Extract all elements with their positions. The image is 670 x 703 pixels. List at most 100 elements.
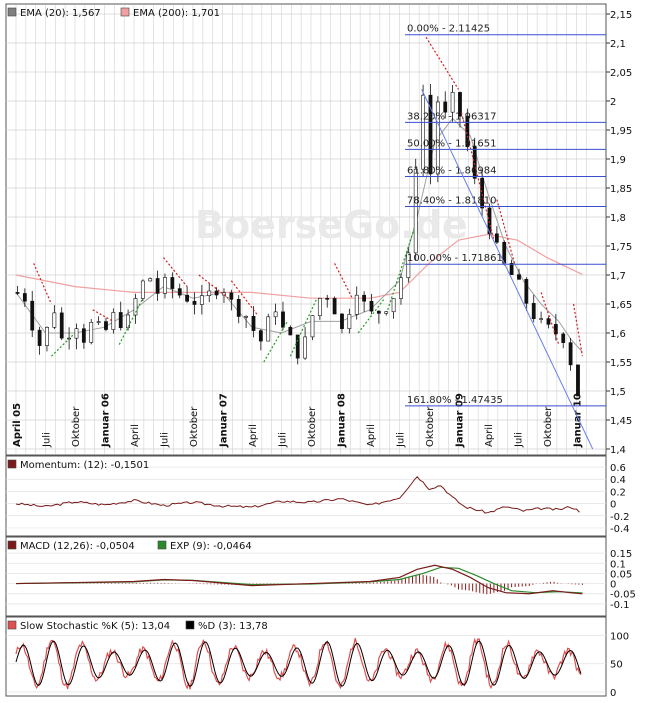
- candle-body: [568, 342, 573, 366]
- sar-dots: [334, 263, 353, 299]
- sto-ytick-label: 0: [610, 688, 616, 699]
- candle-body: [347, 314, 352, 329]
- candle-body: [177, 288, 182, 296]
- price-xtick-label: Januar 07: [219, 393, 230, 448]
- mom-ytick-label: -0.2: [610, 512, 630, 523]
- candle-body: [52, 312, 57, 328]
- candle-body: [487, 207, 492, 235]
- mom-ytick-label: 0: [610, 500, 616, 511]
- candle-body: [273, 311, 278, 318]
- price-ytick-label: 2,15: [610, 10, 632, 21]
- price-xtick-label: Januar 06: [101, 393, 112, 448]
- price-ytick-label: 1,7: [610, 271, 626, 282]
- sto-ytick-label: 100: [610, 631, 629, 642]
- price-ytick-label: 2: [610, 97, 616, 108]
- fib-label: 38.20% - 1.96317: [407, 111, 496, 122]
- macd-ytick-label: 0.15: [610, 549, 632, 560]
- price-ytick-label: 1,8: [610, 213, 626, 224]
- candle-body: [561, 333, 566, 343]
- price-ytick-label: 1,45: [610, 416, 632, 427]
- candle-body: [325, 298, 330, 300]
- candle-body: [222, 292, 226, 296]
- candle-body: [133, 298, 138, 316]
- legend-label: Momentum: (12): -0,1501: [20, 460, 149, 471]
- candle-body: [384, 311, 389, 314]
- macd-ytick-label: -0.1: [610, 600, 630, 611]
- candle-body: [104, 321, 108, 330]
- price-xtick-label: April: [248, 424, 259, 447]
- fib-label: 0.00% - 2.11425: [407, 24, 490, 35]
- candle-body: [266, 316, 271, 342]
- candle-body: [531, 303, 536, 319]
- candle-body: [458, 92, 462, 117]
- candle-body: [185, 294, 190, 302]
- price-ytick-label: 1,75: [610, 242, 632, 253]
- candle-body: [465, 115, 470, 148]
- price-xtick-label: Juli: [42, 432, 53, 448]
- price-xtick-label: Juli: [396, 432, 407, 448]
- price-xtick-label: Oktober: [71, 406, 82, 447]
- price-xtick-label: Juli: [514, 432, 525, 448]
- legend-swatch: [185, 620, 195, 630]
- price-ytick-label: 1,5: [610, 387, 626, 398]
- candle-body: [539, 318, 544, 320]
- price-xtick-label: Oktober: [189, 406, 200, 447]
- sar-dots: [289, 297, 318, 357]
- candle-body: [524, 279, 529, 304]
- stoch-d-line: [15, 640, 582, 687]
- candle-body: [207, 290, 212, 296]
- sar-dots: [230, 280, 259, 316]
- candle-body: [450, 92, 455, 113]
- sar-dots: [33, 263, 52, 305]
- fib-label: 78.40% - 1.81810: [407, 196, 496, 207]
- candle-body: [30, 300, 35, 331]
- price-xtick-label: Oktober: [543, 406, 554, 447]
- candle-body: [118, 312, 123, 329]
- mom-ytick-label: 0.6: [610, 463, 626, 474]
- panel-frame-mom: [5, 455, 607, 537]
- sar-dots: [118, 297, 144, 345]
- price-xtick-label: Juli: [160, 432, 171, 448]
- candle-body: [310, 315, 315, 338]
- candle-body: [354, 294, 359, 315]
- candle-body: [332, 298, 337, 315]
- sar-dots: [496, 199, 516, 264]
- fib-label: 100.00% - 1.71861: [407, 253, 503, 264]
- price-ytick-label: 1,4: [610, 445, 626, 456]
- candle-body: [295, 334, 300, 359]
- trend-line: [421, 89, 594, 450]
- mom-ytick-label: -0.4: [610, 524, 630, 535]
- momentum-line: [15, 475, 580, 514]
- legend-swatch: [7, 7, 17, 17]
- candle-body: [199, 295, 204, 305]
- candle-body: [517, 274, 521, 280]
- candle-body: [214, 290, 219, 296]
- legend-swatch: [157, 540, 167, 550]
- price-xtick-label: Januar 08: [337, 393, 348, 448]
- price-ytick-label: 1,55: [610, 358, 632, 369]
- candle-body: [244, 315, 249, 318]
- candle-body: [59, 312, 64, 339]
- fib-label: 161.80% - 1.47435: [407, 395, 503, 406]
- candle-body: [303, 336, 308, 359]
- sto-ytick-label: 50: [610, 660, 623, 671]
- macd-ytick-label: 0.1: [610, 559, 626, 570]
- fib-label: 50.00% - 1.91651: [407, 138, 496, 149]
- candle-body: [96, 321, 101, 323]
- price-ytick-label: 2,05: [610, 68, 632, 79]
- price-xtick-label: April: [130, 424, 141, 447]
- candle-body: [170, 277, 175, 289]
- candle-body: [376, 310, 381, 314]
- candle-body: [391, 298, 396, 313]
- legend-swatch: [7, 540, 17, 550]
- mom-ytick-label: 0.4: [610, 475, 626, 486]
- price-xtick-label: Oktober: [425, 406, 436, 447]
- price-ytick-label: 1,9: [610, 155, 626, 166]
- candle-body: [148, 278, 153, 282]
- candle-body: [576, 364, 580, 397]
- candle-body: [111, 312, 116, 330]
- candle-body: [317, 298, 322, 316]
- candle-body: [258, 330, 263, 342]
- candle-body: [22, 293, 27, 302]
